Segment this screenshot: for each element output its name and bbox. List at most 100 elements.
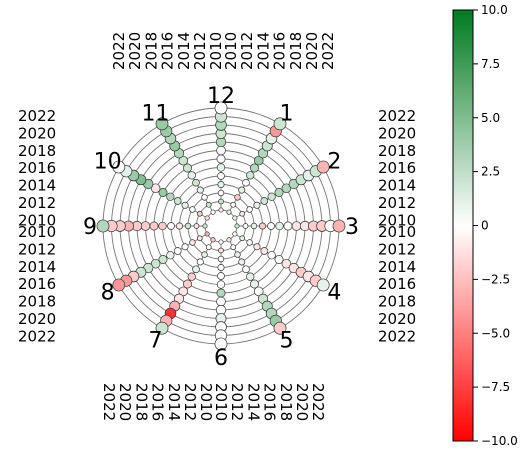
point-h8-2012 bbox=[189, 239, 196, 246]
point-h4-2017 bbox=[281, 258, 292, 269]
year-label-left-top-2022: 2022 bbox=[18, 107, 56, 125]
point-h8-2022 bbox=[112, 278, 126, 292]
point-h11-2011 bbox=[205, 201, 212, 208]
year-label-bottom-r-2010: 2010 bbox=[212, 383, 230, 421]
colorbar-tick-label: −2.5 bbox=[481, 272, 510, 286]
year-label-right-bot-2018: 2018 bbox=[378, 293, 416, 311]
point-h1-2014 bbox=[242, 178, 250, 187]
point-h6-2017 bbox=[216, 296, 226, 307]
point-h2-2014 bbox=[260, 197, 269, 205]
ring-2010 bbox=[204, 209, 238, 243]
year-label-right-bot-2014: 2014 bbox=[378, 258, 416, 276]
year-label-top-2012: 2012 bbox=[191, 32, 209, 70]
point-h11-2022 bbox=[155, 117, 169, 131]
point-h7-2010 bbox=[210, 237, 216, 243]
year-label-top-2022: 2022 bbox=[110, 32, 128, 70]
point-h11-2015 bbox=[187, 171, 196, 180]
point-h4-2012 bbox=[246, 239, 253, 246]
year-label-bottom-r-2022: 2022 bbox=[309, 383, 327, 421]
colorbar-gradient bbox=[452, 9, 474, 442]
point-h12-2014 bbox=[217, 172, 225, 180]
point-h10-2013 bbox=[181, 201, 189, 209]
point-h11-2016 bbox=[183, 163, 192, 173]
colorbar-tick-label: 10.0 bbox=[481, 3, 508, 17]
hour-label-9: 9 bbox=[83, 215, 97, 240]
point-h6-2010 bbox=[218, 239, 224, 245]
year-label-right-top-2016: 2016 bbox=[378, 159, 416, 177]
year-label-right-bot-2020: 2020 bbox=[378, 310, 416, 328]
point-h3-2014 bbox=[267, 222, 275, 230]
point-h1-2012 bbox=[234, 194, 241, 201]
point-h10-2012 bbox=[189, 206, 196, 213]
year-label-top-r-2014: 2014 bbox=[254, 32, 272, 70]
point-h11-2010 bbox=[210, 209, 216, 215]
year-label-left-top-2014: 2014 bbox=[18, 177, 56, 195]
point-h3-2016 bbox=[283, 221, 293, 231]
point-h5-2011 bbox=[230, 244, 237, 251]
point-h2-2017 bbox=[281, 183, 292, 194]
hour-label-8: 8 bbox=[101, 281, 115, 306]
point-h8-2013 bbox=[181, 243, 189, 251]
year-label-right-bot-2022: 2022 bbox=[378, 327, 416, 345]
point-h1-2011 bbox=[230, 201, 237, 208]
point-h6-2011 bbox=[218, 247, 224, 254]
point-h12-2012 bbox=[217, 189, 225, 197]
hour-label-3: 3 bbox=[345, 215, 359, 240]
point-h2-2012 bbox=[246, 206, 253, 213]
year-label-bottom-2018: 2018 bbox=[132, 383, 150, 421]
year-label-bottom-2016: 2016 bbox=[149, 383, 167, 421]
point-h10-2015 bbox=[166, 192, 175, 201]
year-label-left-top-2018: 2018 bbox=[18, 142, 56, 160]
point-h2-2022 bbox=[316, 160, 330, 174]
colorbar-tick-label: −10.0 bbox=[481, 434, 518, 448]
year-label-top-r-2012: 2012 bbox=[238, 32, 256, 70]
hour-label-12: 12 bbox=[207, 84, 235, 109]
year-label-right-top-2022: 2022 bbox=[378, 107, 416, 125]
point-h3-2013 bbox=[258, 222, 267, 230]
point-h8-2010 bbox=[204, 231, 210, 237]
point-h5-2016 bbox=[250, 279, 259, 289]
hour-label-1: 1 bbox=[280, 102, 294, 127]
data-points bbox=[96, 101, 346, 351]
colorbar: 10.0 7.5 5.0 2.5 0 −2.5 −5.0 −7.5 −10.0 bbox=[452, 3, 518, 448]
point-h12-2010 bbox=[218, 207, 224, 213]
point-h6-2016 bbox=[216, 288, 226, 298]
colorbar-tick-label: 7.5 bbox=[481, 57, 500, 71]
year-label-left-bot-2010: 2010 bbox=[18, 223, 56, 241]
point-h9-2022 bbox=[96, 219, 110, 233]
point-h5-2022 bbox=[273, 321, 287, 335]
point-h8-2016 bbox=[158, 255, 168, 264]
point-h5-2012 bbox=[234, 251, 241, 258]
year-label-left-bot-2018: 2018 bbox=[18, 293, 56, 311]
point-h12-2016 bbox=[216, 154, 226, 164]
point-h5-2015 bbox=[246, 272, 255, 281]
year-label-right-top-2014: 2014 bbox=[378, 177, 416, 195]
point-h5-2013 bbox=[238, 258, 246, 266]
point-h8-2011 bbox=[196, 235, 203, 242]
year-label-top-2014: 2014 bbox=[175, 32, 193, 70]
point-h6-2022 bbox=[214, 337, 228, 351]
year-label-right-top-2010: 2010 bbox=[378, 211, 416, 229]
point-h1-2010 bbox=[226, 209, 232, 215]
year-label-bottom-r-2018: 2018 bbox=[277, 383, 295, 421]
point-h9-2015 bbox=[158, 221, 167, 231]
point-h7-2011 bbox=[205, 244, 212, 251]
year-label-bottom-r-2014: 2014 bbox=[244, 383, 262, 421]
point-h9-2012 bbox=[184, 222, 192, 230]
year-label-bottom-r-2016: 2016 bbox=[261, 383, 279, 421]
point-h10-2017 bbox=[150, 183, 161, 194]
year-label-top-r-2016: 2016 bbox=[271, 32, 289, 70]
point-h12-2022 bbox=[214, 101, 228, 115]
point-h3-2017 bbox=[291, 221, 302, 231]
point-h8-2014 bbox=[173, 247, 182, 255]
colorbar-tick-label: −5.0 bbox=[481, 326, 510, 340]
point-h5-2014 bbox=[242, 265, 250, 274]
point-h9-2017 bbox=[140, 221, 151, 231]
point-h10-2014 bbox=[173, 197, 182, 205]
point-h4-2014 bbox=[260, 247, 269, 255]
year-label-left-top-2010: 2010 bbox=[18, 211, 56, 229]
point-h6-2015 bbox=[216, 280, 226, 289]
point-h1-2022 bbox=[273, 117, 287, 131]
